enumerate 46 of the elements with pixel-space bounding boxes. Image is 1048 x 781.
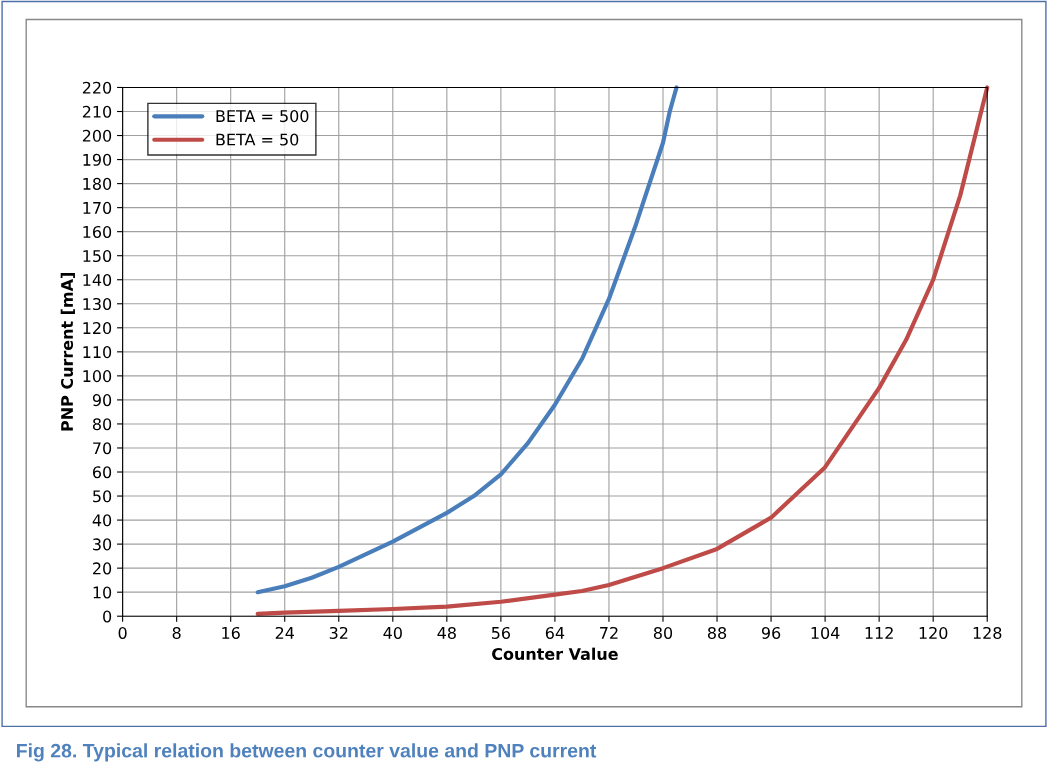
x-tick-label: 56	[491, 626, 511, 639]
y-tick-label: 30	[93, 538, 112, 551]
x-tick-label: 80	[653, 626, 673, 639]
y-tick-label: 220	[82, 81, 112, 94]
x-tick-label: 112	[865, 626, 893, 639]
x-axis-title: Counter Value	[492, 647, 618, 660]
x-tick-label: 104	[811, 626, 840, 639]
y-tick-label: 100	[83, 370, 112, 383]
x-tick-label: 0	[118, 626, 127, 639]
y-tick-label: 170	[83, 201, 112, 214]
x-tick-label: 40	[383, 626, 402, 639]
y-tick-label: 60	[92, 466, 112, 479]
y-tick-label: 50	[93, 490, 112, 503]
x-tick-label: 48	[437, 626, 456, 639]
y-tick-label: 90	[92, 394, 112, 407]
y-tick-label: 10	[93, 586, 112, 599]
x-tick-label: 96	[761, 626, 781, 639]
y-tick-label: 120	[83, 322, 112, 335]
y-tick-label: 140	[83, 273, 112, 287]
x-tick-label: 128	[973, 626, 1002, 639]
y-tick-label: 200	[82, 129, 112, 142]
y-tick-label: 190	[83, 153, 112, 166]
legend-label: BETA = 50	[216, 133, 299, 146]
x-tick-label: 88	[707, 626, 727, 639]
x-tick-label: 64	[545, 626, 565, 639]
x-tick-label: 72	[600, 626, 618, 639]
x-tick-label: 8	[172, 626, 181, 639]
y-tick-label: 130	[83, 297, 112, 311]
y-tick-label: 70	[93, 442, 112, 455]
legend-label: BETA = 500	[216, 110, 309, 123]
y-tick-label: 0	[103, 610, 112, 623]
y-tick-label: 150	[83, 249, 112, 262]
y-axis-title: PNP Current [mA]	[60, 273, 75, 431]
x-tick-label: 24	[275, 626, 294, 639]
y-tick-label: 160	[83, 225, 112, 238]
y-tick-label: 110	[83, 346, 112, 359]
y-tick-label: 40	[92, 514, 112, 527]
y-tick-label: 210	[82, 105, 112, 118]
x-tick-label: 16	[222, 626, 240, 639]
y-tick-label: 80	[92, 418, 112, 431]
y-tick-label: 180	[83, 177, 112, 190]
y-tick-label: 20	[93, 562, 112, 575]
x-tick-label: 120	[919, 626, 948, 639]
line-series	[255, 85, 679, 595]
x-tick-label: 32	[329, 626, 348, 639]
caption: Fig 28. Typical relation between counter value and PNP current	[17, 743, 597, 762]
